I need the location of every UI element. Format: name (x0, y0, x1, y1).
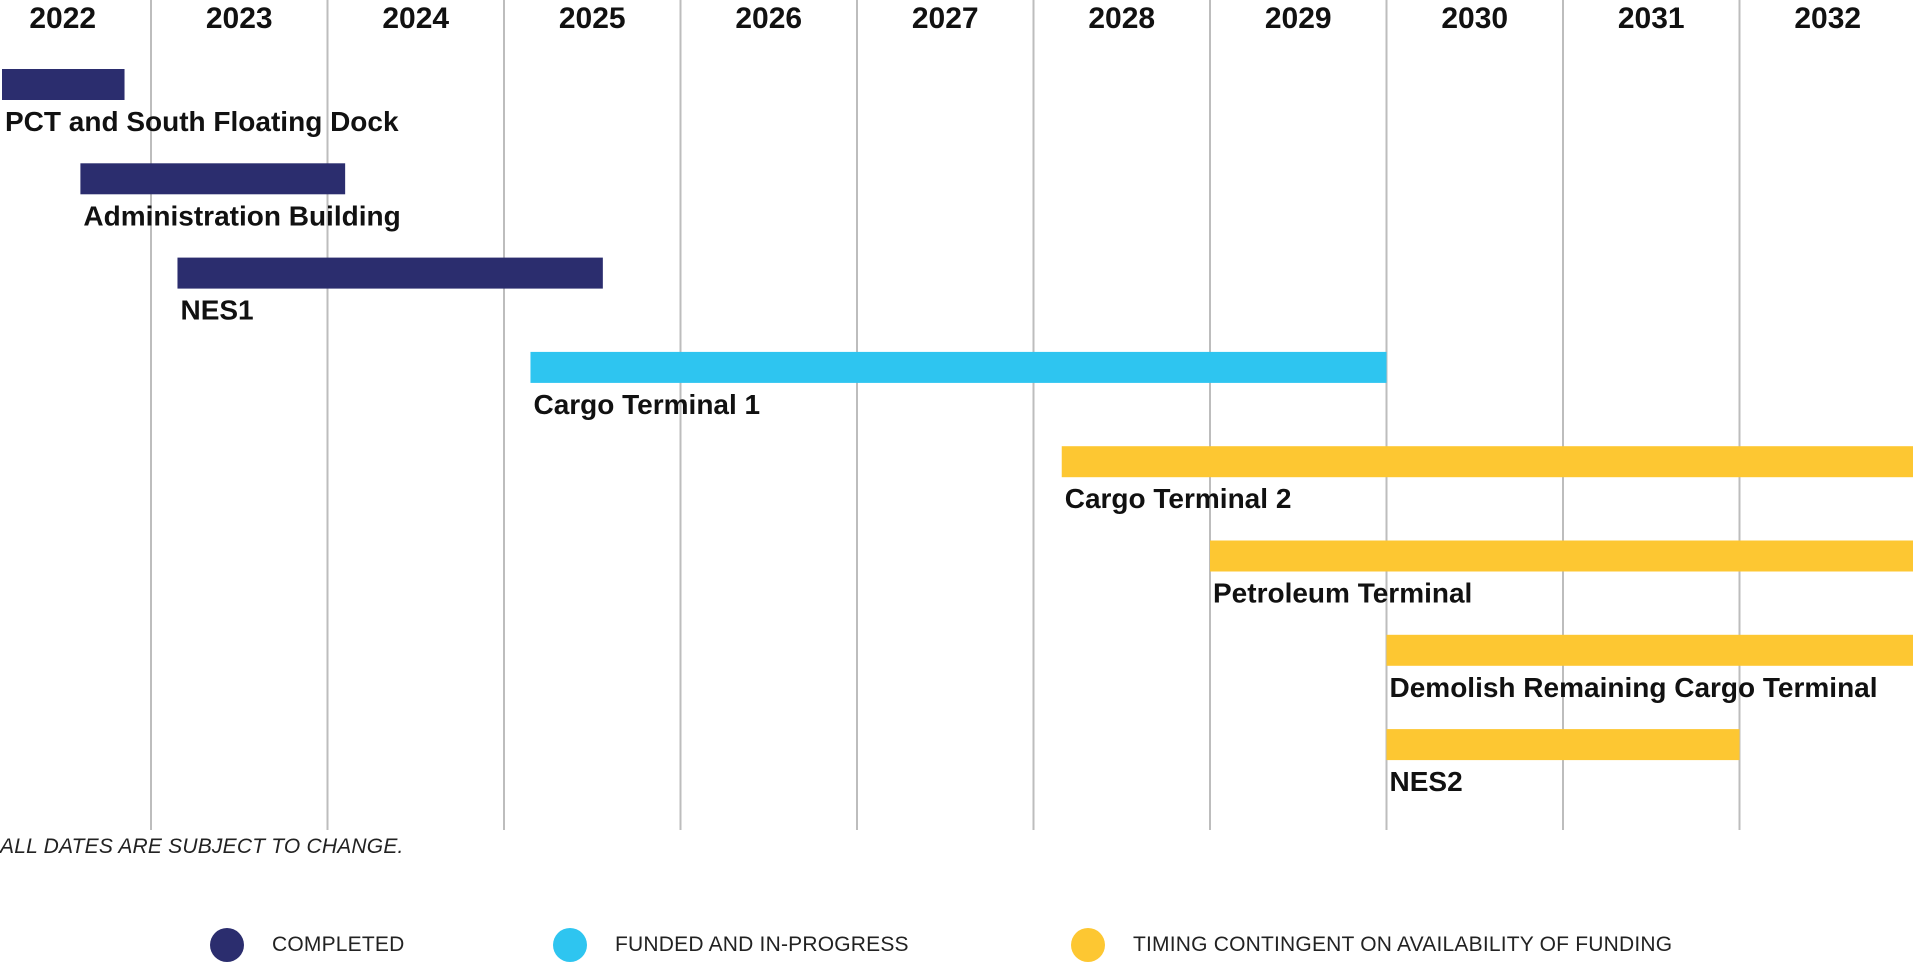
legend-item-completed: COMPLETED (210, 927, 405, 963)
task-bar (2, 69, 125, 100)
legend-label-funded: FUNDED AND IN-PROGRESS (615, 933, 909, 956)
legend-label-contingent: TIMING CONTINGENT ON AVAILABILITY OF FUN… (1133, 933, 1673, 956)
year-label-2023: 2023 (206, 2, 273, 35)
year-label-2026: 2026 (735, 2, 802, 35)
task-bar (1061, 446, 1913, 478)
legend-label-completed: COMPLETED (272, 933, 405, 956)
year-label-2028: 2028 (1088, 2, 1155, 35)
task-label: Cargo Terminal 1 (533, 389, 760, 420)
grid-lines (150, 0, 1741, 830)
task-bar (530, 351, 1387, 383)
task-label: Demolish Remaining Cargo Terminal (1390, 672, 1878, 703)
legend-swatch-completed (210, 928, 244, 962)
task-bar (177, 257, 603, 289)
year-label-2025: 2025 (559, 2, 626, 35)
task-label: NES2 (1390, 766, 1463, 797)
task-bar (1386, 634, 1913, 666)
task-label: NES1 (180, 295, 253, 326)
year-axis: 2022 2023 2024 2025 2026 2027 2028 2029 2030 2031… (29, 2, 1861, 35)
task-labels: PCT and South Floating Dock Administratio… (5, 106, 1878, 797)
task-bar (80, 163, 346, 195)
year-label-2030: 2030 (1441, 2, 1508, 35)
task-bars (2, 69, 1913, 761)
legend-item-funded: FUNDED AND IN-PROGRESS (553, 927, 909, 963)
year-label-2029: 2029 (1265, 2, 1332, 35)
task-label: Administration Building (83, 200, 400, 231)
footnote: ALL DATES ARE SUBJECT TO CHANGE. (0, 835, 404, 858)
year-label-2031: 2031 (1618, 2, 1685, 35)
task-bar (1386, 729, 1740, 761)
task-label: PCT and South Floating Dock (5, 106, 399, 137)
legend-swatch-contingent (1071, 928, 1105, 962)
legend: COMPLETED FUNDED AND IN-PROGRESS TIMING … (0, 927, 1920, 963)
task-bar (1210, 540, 1913, 572)
year-label-2032: 2032 (1794, 2, 1861, 35)
task-label: Cargo Terminal 2 (1065, 483, 1292, 514)
year-label-2022: 2022 (29, 2, 96, 35)
legend-swatch-funded (553, 928, 587, 962)
legend-item-contingent: TIMING CONTINGENT ON AVAILABILITY OF FUN… (1071, 927, 1672, 963)
year-label-2027: 2027 (912, 2, 979, 35)
task-label: Petroleum Terminal (1213, 578, 1472, 609)
year-label-2024: 2024 (382, 2, 449, 35)
